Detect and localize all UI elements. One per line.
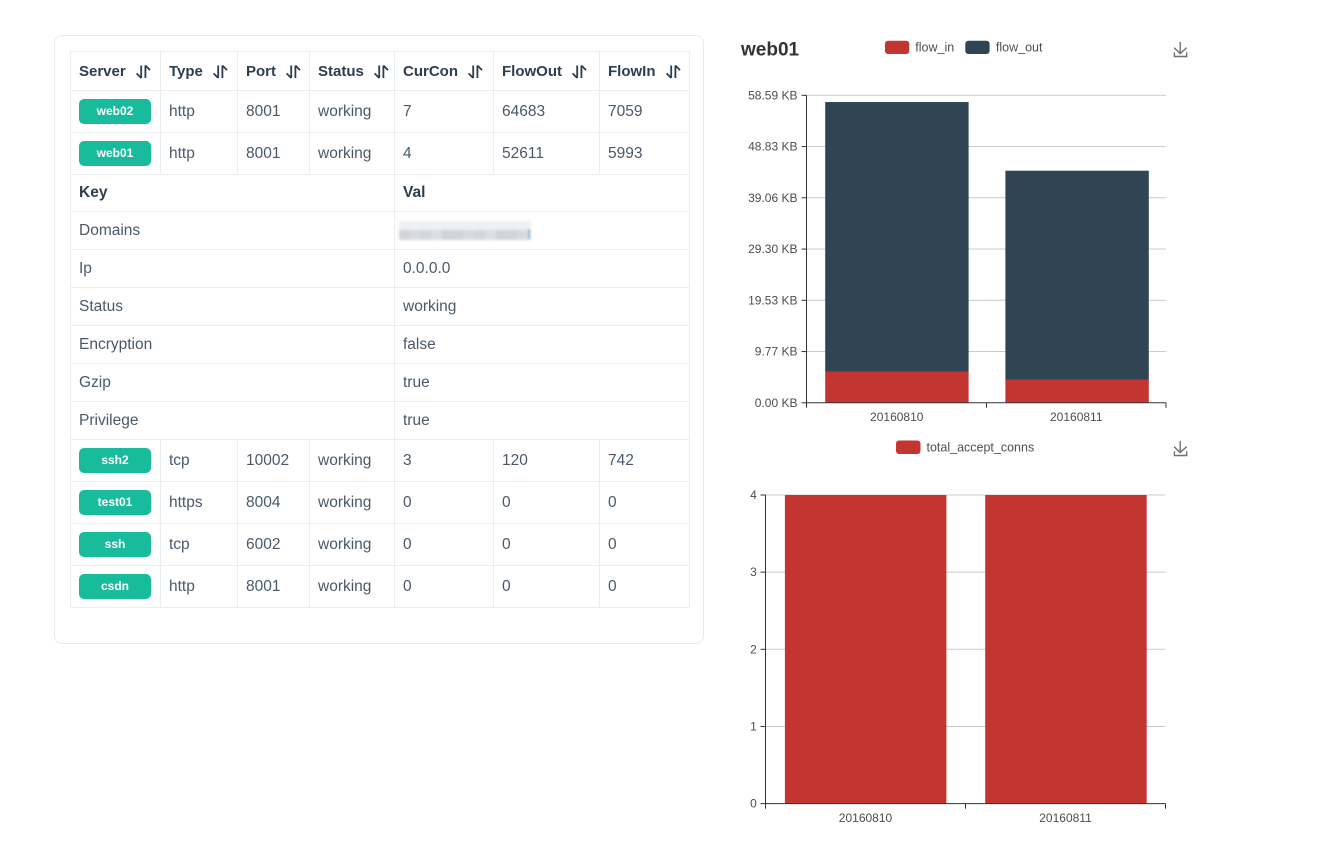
svg-text:4: 4 [750, 488, 757, 502]
svg-text:48.83 KB: 48.83 KB [748, 140, 797, 154]
svg-text:3: 3 [750, 565, 757, 579]
svg-text:9.77 KB: 9.77 KB [755, 345, 798, 359]
svg-text:web01: web01 [740, 40, 800, 61]
svg-text:29.30 KB: 29.30 KB [748, 242, 797, 256]
svg-text:flow_in: flow_in [915, 41, 954, 55]
svg-text:total_accept_conns: total_accept_conns [927, 441, 1035, 455]
svg-text:20160811: 20160811 [1039, 811, 1092, 825]
svg-text:0: 0 [750, 797, 757, 811]
svg-text:1: 1 [750, 719, 757, 733]
svg-text:0.00 KB: 0.00 KB [755, 396, 798, 410]
svg-text:19.53 KB: 19.53 KB [748, 293, 797, 307]
svg-text:58.59 KB: 58.59 KB [748, 88, 797, 102]
svg-text:20160811: 20160811 [1050, 410, 1103, 424]
svg-text:20160810: 20160810 [839, 811, 893, 825]
svg-text:2: 2 [750, 642, 757, 656]
svg-text:20160810: 20160810 [870, 410, 924, 424]
svg-text:flow_out: flow_out [996, 41, 1043, 55]
svg-text:39.06 KB: 39.06 KB [748, 191, 797, 205]
